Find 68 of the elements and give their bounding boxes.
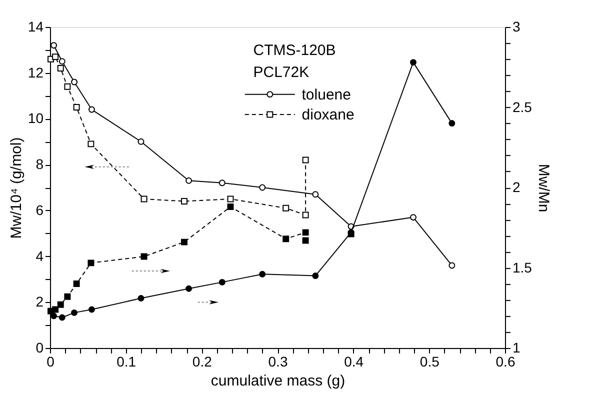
point [227, 196, 234, 202]
point [52, 306, 59, 313]
y-tick-label: 0 [36, 340, 44, 356]
point [57, 65, 64, 72]
point [302, 229, 309, 236]
point [312, 191, 319, 198]
point [88, 260, 94, 266]
y-tick-label: 10 [28, 110, 44, 126]
x-tick-label: 0.1 [116, 354, 136, 370]
x-tick-label: 0.6 [496, 354, 516, 370]
point [186, 285, 192, 292]
point [88, 106, 95, 113]
point [259, 184, 266, 191]
x-tick-label: 0 [46, 354, 55, 370]
point [282, 236, 290, 242]
point [58, 58, 66, 65]
x-tick-label: 0.4 [344, 354, 364, 370]
point [50, 42, 58, 49]
legend-label: dioxane [302, 106, 354, 124]
point [140, 196, 148, 202]
point [52, 54, 59, 60]
point [302, 156, 309, 164]
point [138, 138, 144, 145]
point [302, 237, 309, 244]
point [312, 272, 319, 280]
y-tick-label: 4 [36, 248, 44, 264]
point [227, 204, 234, 210]
point [180, 198, 188, 204]
point [71, 78, 78, 86]
point [448, 120, 456, 127]
y2-tick-label: 2.5 [512, 98, 532, 115]
point [140, 253, 148, 260]
point [88, 306, 95, 313]
y-tick-label: 8 [36, 156, 44, 172]
y-tick-label: 12 [28, 64, 44, 80]
y-tick-label: 6 [36, 202, 44, 218]
x-tick-label: 0.3 [268, 354, 288, 370]
point [218, 278, 226, 286]
y2-tick-label: 2 [512, 179, 520, 195]
point [448, 262, 456, 269]
point [64, 293, 71, 300]
y-axis-title: Mw/10⁴ (g/mol) [8, 137, 25, 239]
point [57, 301, 64, 308]
legend-label: toluene [302, 86, 351, 104]
y-tick-label: 14 [28, 18, 44, 34]
y2-axis-title: Mw/Mn [534, 164, 552, 212]
point [180, 238, 188, 246]
point [88, 140, 94, 148]
point [73, 104, 80, 110]
point [73, 280, 80, 288]
point [64, 83, 71, 90]
point [218, 180, 226, 186]
x-tick-label: 0.5 [420, 354, 440, 370]
y-tick-label: 2 [36, 294, 44, 310]
point [186, 177, 192, 184]
x-tick-label: 0.2 [192, 354, 212, 370]
y2-tick-label: 3 [512, 18, 520, 34]
x-axis-title: cumulative mass (g) [210, 372, 346, 390]
point [302, 212, 309, 218]
point [138, 295, 144, 302]
point [410, 59, 416, 66]
point [282, 204, 290, 212]
point [71, 309, 78, 316]
point [259, 270, 266, 278]
y2-tick-label: 1.5 [512, 259, 532, 276]
point [58, 314, 66, 321]
point [410, 214, 416, 221]
y2-tick-label: 1 [512, 340, 520, 356]
